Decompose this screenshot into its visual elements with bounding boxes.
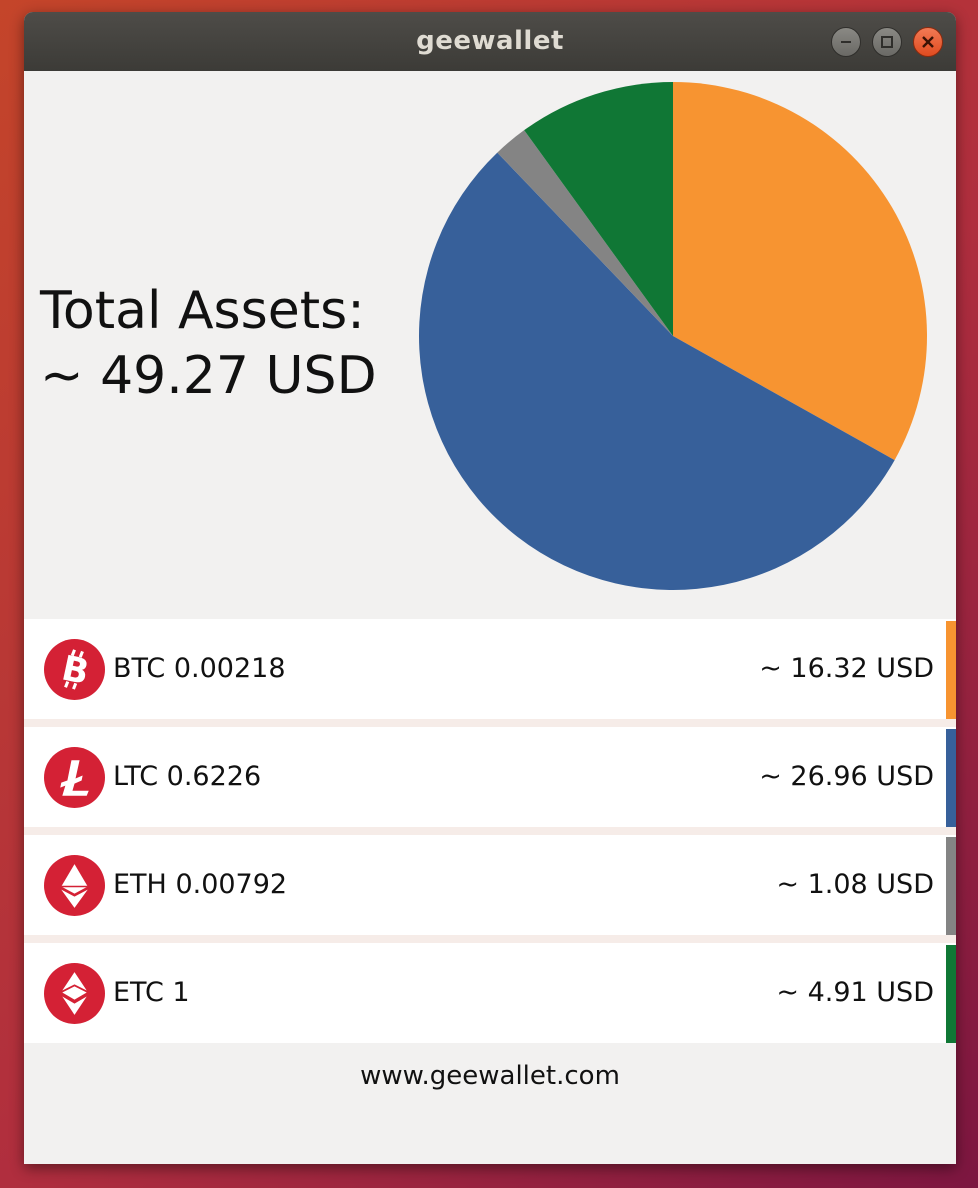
close-icon <box>922 36 934 48</box>
account-amount: ETH 0.00792 <box>113 869 288 900</box>
account-row-etc[interactable]: ETC 1 ~ 4.91 USD <box>24 943 956 1043</box>
main-content: Total Assets: ~ 49.27 USD B BTC 0.00218 … <box>24 71 956 1164</box>
account-amount: ETC 1 <box>113 977 190 1008</box>
account-color-bar <box>946 729 956 827</box>
account-usd-value: ~ 4.91 USD <box>776 977 934 1008</box>
row-separator <box>24 719 956 727</box>
account-usd-value: ~ 26.96 USD <box>759 761 934 792</box>
account-row-eth[interactable]: ETH 0.00792 ~ 1.08 USD <box>24 835 956 935</box>
minimize-button[interactable] <box>831 27 861 57</box>
ethereum-icon <box>44 855 105 916</box>
total-assets-label: Total Assets: <box>40 281 365 341</box>
account-amount: BTC 0.00218 <box>113 653 286 684</box>
maximize-button[interactable] <box>872 27 902 57</box>
pie-slice-etc <box>524 82 673 336</box>
pie-slice-btc <box>673 82 927 461</box>
account-usd-value: ~ 16.32 USD <box>759 653 934 684</box>
maximize-icon <box>881 36 893 48</box>
account-amount: LTC 0.6226 <box>113 761 262 792</box>
assets-pie-chart <box>419 82 927 591</box>
account-row-ltc[interactable]: LTC 0.6226 ~ 26.96 USD <box>24 727 956 827</box>
account-color-bar <box>946 945 956 1043</box>
ethereum-classic-icon <box>44 963 105 1024</box>
title-bar[interactable]: geewallet <box>24 12 956 71</box>
litecoin-icon <box>44 747 105 808</box>
app-window: geewallet Total Assets: ~ 49.27 USD <box>24 12 956 1164</box>
pie-slice-ltc <box>419 152 895 591</box>
website-link[interactable]: www.geewallet.com <box>360 1061 620 1091</box>
account-row-btc[interactable]: B BTC 0.00218 ~ 16.32 USD <box>24 619 956 719</box>
close-button[interactable] <box>913 27 943 57</box>
account-color-bar <box>946 837 956 935</box>
minimize-icon <box>841 41 851 43</box>
window-title: geewallet <box>416 26 564 56</box>
bitcoin-icon: B <box>44 639 105 700</box>
row-separator <box>24 935 956 943</box>
total-assets: Total Assets: ~ 49.27 USD <box>40 279 377 409</box>
account-usd-value: ~ 1.08 USD <box>776 869 934 900</box>
account-color-bar <box>946 621 956 719</box>
row-separator <box>24 827 956 835</box>
pie-slice-eth <box>497 130 673 336</box>
total-assets-value: ~ 49.27 USD <box>40 346 377 406</box>
